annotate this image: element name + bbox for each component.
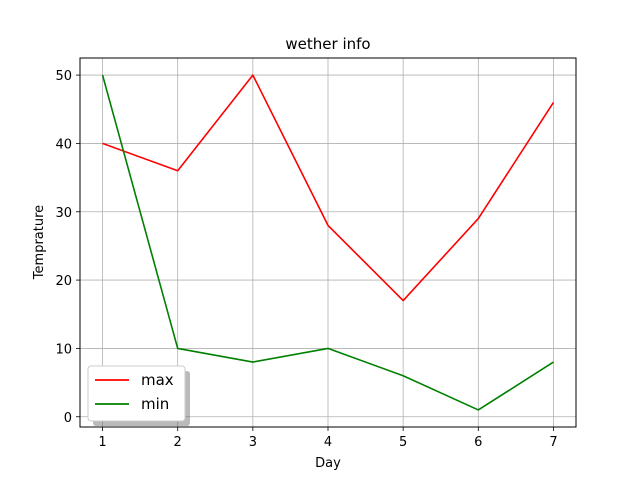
y-tick-label: 10 [55, 342, 72, 357]
x-tick-label: 5 [399, 435, 407, 450]
x-tick-label: 3 [249, 435, 257, 450]
y-tick-label: 20 [55, 274, 72, 289]
y-tick-label: 0 [64, 411, 72, 426]
axis-ticks: 1 2 3 4 5 6 7 0 10 20 30 40 50 [55, 69, 557, 450]
x-tick-label: 2 [174, 435, 182, 450]
x-tick-label: 4 [324, 435, 332, 450]
y-tick-label: 40 [55, 137, 72, 152]
x-tick-label: 6 [474, 435, 482, 450]
chart-title: wether info [285, 35, 370, 53]
legend-entries: max min [95, 371, 174, 413]
x-tick-label: 1 [98, 435, 106, 450]
series-line-max [102, 74, 555, 302]
y-tick-label: 50 [55, 69, 72, 84]
x-axis-label: Day [315, 456, 341, 471]
y-axis-label: Temprature [32, 205, 47, 280]
x-tick-label: 7 [549, 435, 557, 450]
series-line-min [101, 74, 554, 411]
series-lines [101, 74, 555, 411]
y-tick-label: 30 [55, 206, 72, 221]
legend-label-min: min [141, 395, 169, 413]
legend-label-max: max [141, 371, 174, 389]
legend: max min [87, 365, 190, 426]
